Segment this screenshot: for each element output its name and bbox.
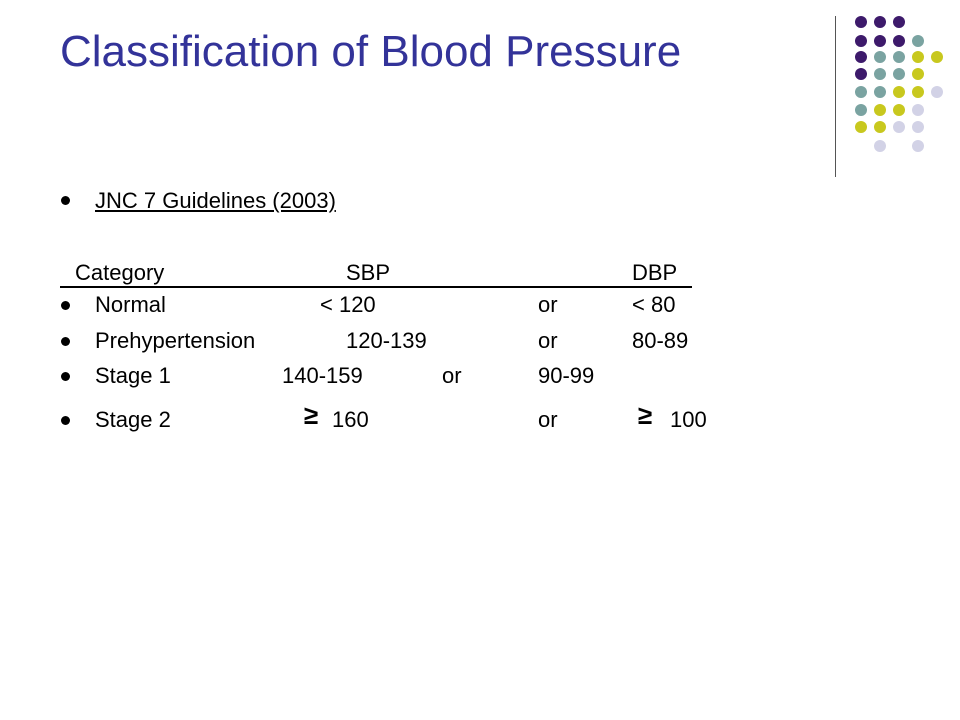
row-category: Stage 1	[95, 363, 171, 388]
bullet-icon	[61, 372, 70, 381]
decor-dot	[874, 121, 886, 133]
header-underline	[60, 286, 692, 288]
decorative-dot-grid	[0, 0, 960, 200]
row-sbp: 120-139	[346, 328, 427, 353]
decor-dot	[893, 104, 905, 116]
decor-dot	[912, 104, 924, 116]
row-dbp: 100	[670, 407, 707, 432]
bullet-icon	[61, 196, 70, 205]
row-category: Normal	[95, 292, 166, 317]
decor-dot	[874, 68, 886, 80]
row-dbp: < 80	[632, 292, 676, 317]
decor-dot	[874, 140, 886, 152]
vertical-divider	[835, 16, 836, 177]
decor-dot	[912, 51, 924, 63]
header-category: Category	[75, 260, 165, 285]
row-op: or	[538, 407, 558, 432]
row-sbp: < 120	[320, 292, 376, 317]
decor-dot	[855, 16, 867, 28]
decor-dot	[874, 51, 886, 63]
row-sbp: 160	[332, 407, 369, 432]
decor-dot	[855, 35, 867, 47]
decor-dot	[893, 16, 905, 28]
row-op: or	[538, 328, 558, 353]
row-sbp-symbol: ≥	[304, 400, 319, 430]
row-category: Prehypertension	[95, 328, 256, 353]
row-op: or	[538, 292, 558, 317]
row-dbp: 80-89	[632, 328, 689, 353]
decor-dot	[855, 86, 867, 98]
decor-dot	[893, 86, 905, 98]
bullet-icon	[61, 301, 70, 310]
bullet-icon	[61, 416, 70, 425]
decor-dot	[931, 86, 943, 98]
row-dbp: 90-99	[538, 363, 595, 388]
decor-dot	[931, 51, 943, 63]
row-category: Stage 2	[95, 407, 171, 432]
decor-dot	[855, 121, 867, 133]
decor-dot	[874, 86, 886, 98]
row-sbp: 140-159	[282, 363, 363, 388]
decor-dot	[855, 104, 867, 116]
decor-dot	[874, 35, 886, 47]
decor-dot	[912, 35, 924, 47]
header-sbp: SBP	[346, 260, 391, 285]
decor-dot	[893, 68, 905, 80]
slide-title: Classification of Blood Pressure	[60, 27, 682, 76]
decor-dot	[893, 51, 905, 63]
row-dbp-symbol: ≥	[638, 400, 653, 430]
decor-dot	[874, 104, 886, 116]
decor-dot	[893, 121, 905, 133]
decor-dot	[912, 68, 924, 80]
decor-dot	[855, 68, 867, 80]
bullet-icon	[61, 337, 70, 346]
guidelines-subtitle: JNC 7 Guidelines (2003)	[95, 188, 336, 213]
decor-dot	[874, 16, 886, 28]
header-dbp: DBP	[632, 260, 678, 285]
decor-dot	[912, 86, 924, 98]
row-op: or	[442, 363, 462, 388]
decor-dot	[893, 35, 905, 47]
decor-dot	[912, 140, 924, 152]
decor-dot	[912, 121, 924, 133]
decor-dot	[855, 51, 867, 63]
